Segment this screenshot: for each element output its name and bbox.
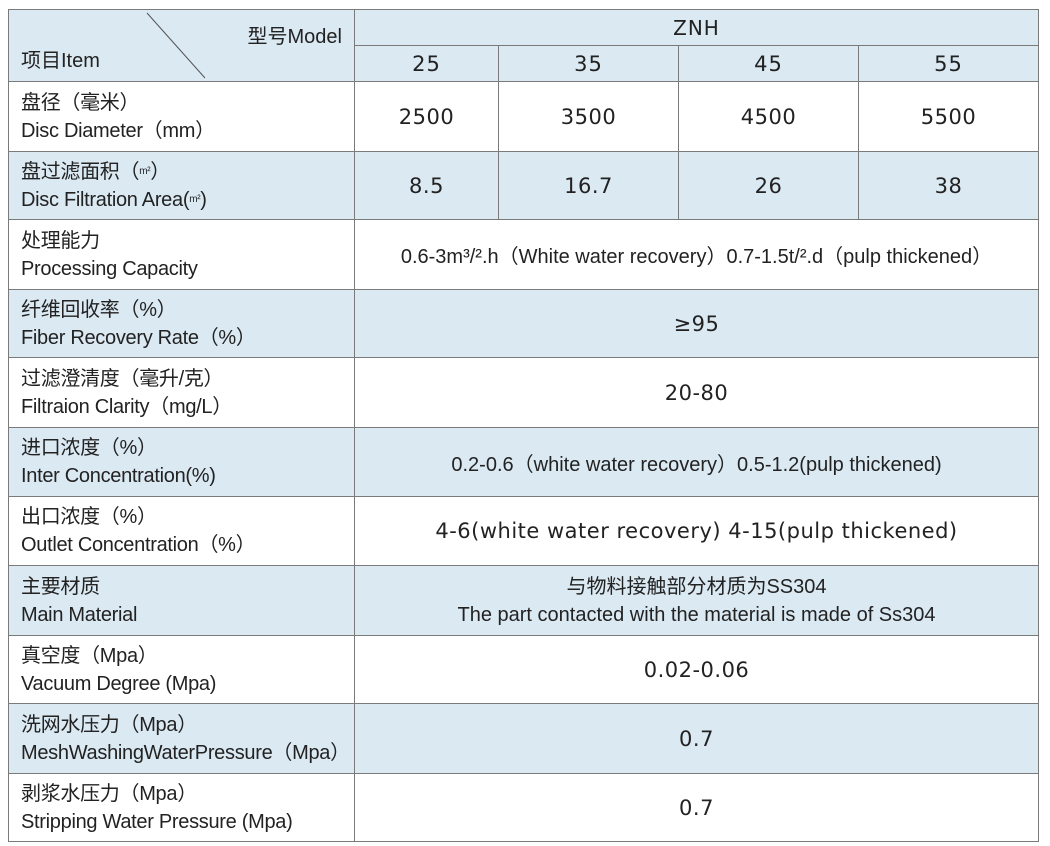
value-cell: 38 xyxy=(858,151,1039,220)
table-row: 处理能力 Processing Capacity 0.6-3m³/².h（Whi… xyxy=(8,219,1039,290)
table-row: 真空度（Mpa） Vacuum Degree (Mpa) 0.02-0.06 xyxy=(8,635,1039,704)
label-cn: 真空度（Mpa） xyxy=(21,644,158,667)
label-cn: 处理能力 xyxy=(21,229,100,252)
item-label: 项目Item xyxy=(21,50,100,72)
value-cell: 0.6-3m³/².h（White water recovery）0.7-1.5… xyxy=(354,219,1039,290)
table-row: 剥浆水压力（Mpa） Stripping Water Pressure (Mpa… xyxy=(8,773,1039,842)
label-cn: 主要材质 xyxy=(21,575,100,598)
label-cn: 出口浓度（%） xyxy=(21,506,157,528)
unit-superscript: m² xyxy=(189,193,201,205)
row-label: 处理能力 Processing Capacity xyxy=(8,219,355,290)
value-cell: 0.02-0.06 xyxy=(354,635,1039,704)
table-row: 过滤澄清度（毫升/克） Filtraion Clarity（mg/L） 20-8… xyxy=(8,357,1039,428)
value-cell: 与物料接触部分材质为SS304 The part contacted with … xyxy=(354,565,1039,636)
value-cell: 4-6(white water recovery) 4-15(pulp thic… xyxy=(354,496,1039,566)
label-en: Disc Filtration Area(m²) xyxy=(21,188,207,211)
value-cell: 3500 xyxy=(498,81,679,152)
value-cell: 0.7 xyxy=(354,703,1039,774)
spec-table: 型号Model 项目Item ZNH 25 35 45 55 盘径（毫米） Di… xyxy=(8,9,1039,842)
label-en: Main Material xyxy=(21,603,138,626)
value-cell: 16.7 xyxy=(498,151,679,220)
table-row: 进口浓度（%） Inter Concentration(%) 0.2-0.6（w… xyxy=(8,427,1039,497)
row-label: 出口浓度（%） Outlet Concentration（%） xyxy=(8,496,355,566)
label-en: Disc Diameter（mm） xyxy=(21,119,215,142)
value-cell: 20-80 xyxy=(354,357,1039,428)
row-label: 过滤澄清度（毫升/克） Filtraion Clarity（mg/L） xyxy=(8,357,355,428)
value-cell: 4500 xyxy=(678,81,859,152)
value-cell: 26 xyxy=(678,151,859,220)
model-header: 35 xyxy=(498,45,679,82)
value-cell: 0.2-0.6（white water recovery）0.5-1.2(pul… xyxy=(354,427,1039,497)
label-cn: 盘过滤面积（m²） xyxy=(21,160,170,183)
diagonal-line xyxy=(146,12,206,79)
row-label: 纤维回收率（%） Fiber Recovery Rate（%） xyxy=(8,289,355,358)
label-en: MeshWashingWaterPressure（Mpa） xyxy=(21,741,350,764)
value-cell: 8.5 xyxy=(354,151,499,220)
row-label: 洗网水压力（Mpa） MeshWashingWaterPressure（Mpa） xyxy=(8,703,355,774)
label-en: Vacuum Degree (Mpa) xyxy=(21,672,217,695)
unit-superscript: m² xyxy=(139,165,151,177)
label-en: Stripping Water Pressure (Mpa) xyxy=(21,810,293,833)
value-en: The part contacted with the material is … xyxy=(457,603,936,626)
model-header: 45 xyxy=(678,45,859,82)
row-label: 剥浆水压力（Mpa） Stripping Water Pressure (Mpa… xyxy=(8,773,355,842)
label-cn: 过滤澄清度（毫升/克） xyxy=(21,367,224,390)
value-cell: ≥95 xyxy=(354,289,1039,358)
value-cn: 与物料接触部分材质为SS304 xyxy=(566,575,827,598)
label-cn: 进口浓度（%） xyxy=(21,437,157,459)
table-row: 主要材质 Main Material 与物料接触部分材质为SS304 The p… xyxy=(8,565,1039,636)
series-header: ZNH xyxy=(354,9,1039,46)
value-cell: 0.7 xyxy=(354,773,1039,842)
label-en: Processing Capacity xyxy=(21,257,198,280)
label-en: Filtraion Clarity（mg/L） xyxy=(21,395,232,418)
model-label: 型号Model xyxy=(247,26,342,48)
model-header: 25 xyxy=(354,45,499,82)
row-label: 进口浓度（%） Inter Concentration(%) xyxy=(8,427,355,497)
header-corner-cell: 型号Model 项目Item xyxy=(8,9,355,82)
table-row: 洗网水压力（Mpa） MeshWashingWaterPressure（Mpa）… xyxy=(8,703,1039,774)
value-cell: 2500 xyxy=(354,81,499,152)
table-row: 盘过滤面积（m²） Disc Filtration Area(m²) 8.5 1… xyxy=(8,151,1039,220)
table-row: 盘径（毫米） Disc Diameter（mm） 2500 3500 4500 … xyxy=(8,81,1039,152)
label-cn: 剥浆水压力（Mpa） xyxy=(21,782,197,805)
label-cn: 纤维回收率（%） xyxy=(21,298,177,321)
row-label: 盘径（毫米） Disc Diameter（mm） xyxy=(8,81,355,152)
label-en: Fiber Recovery Rate（%） xyxy=(21,326,256,349)
table-row: 纤维回收率（%） Fiber Recovery Rate（%） ≥95 xyxy=(8,289,1039,358)
row-label: 真空度（Mpa） Vacuum Degree (Mpa) xyxy=(8,635,355,704)
label-en: Outlet Concentration（%） xyxy=(21,534,256,556)
table-row: 出口浓度（%） Outlet Concentration（%） 4-6(whit… xyxy=(8,496,1039,566)
label-cn: 盘径（毫米） xyxy=(21,91,140,114)
model-header: 55 xyxy=(858,45,1039,82)
row-label: 主要材质 Main Material xyxy=(8,565,355,636)
label-cn: 洗网水压力（Mpa） xyxy=(21,713,197,736)
label-en: Inter Concentration(%) xyxy=(21,465,216,487)
value-cell: 5500 xyxy=(858,81,1039,152)
row-label: 盘过滤面积（m²） Disc Filtration Area(m²) xyxy=(8,151,355,220)
